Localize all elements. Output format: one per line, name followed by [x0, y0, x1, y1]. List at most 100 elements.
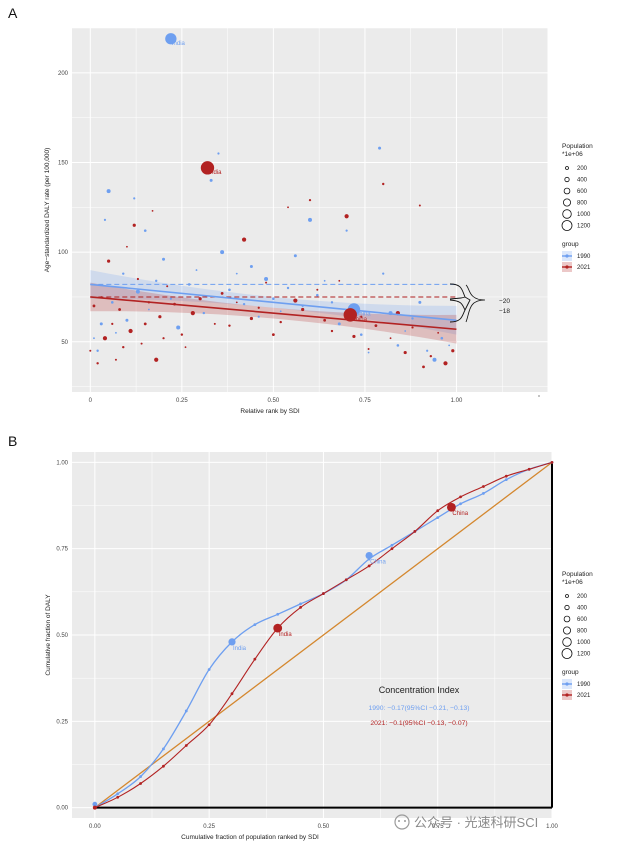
curve-point-2021 — [162, 764, 165, 768]
point-2021 — [330, 329, 334, 333]
panel-a-y-ticks: 50 100 150 200 — [58, 71, 69, 346]
origin-point-2021 — [92, 805, 97, 810]
curve-point-2021 — [116, 795, 120, 799]
watermark-text: 公众号 · 光速科研SCI — [414, 815, 538, 830]
legend-group-title: group — [562, 241, 579, 248]
legend-size-1000 — [562, 637, 572, 647]
point-2021 — [89, 349, 92, 352]
curve-point-1990 — [162, 747, 165, 751]
point-1990 — [99, 322, 103, 326]
curve-point-1990 — [139, 775, 142, 778]
point-1990 — [155, 279, 158, 283]
b-highlight-india-2021 — [273, 623, 283, 633]
point-2021 — [287, 206, 289, 209]
point-2021 — [411, 326, 414, 329]
b-label-india-1990: India — [233, 646, 247, 652]
panel-a-x-axis-title: Relative rank by SDI — [240, 408, 299, 415]
point-2021 — [316, 288, 319, 291]
curve-point-2021 — [367, 564, 371, 568]
point-2021 — [437, 331, 440, 334]
point-2021 — [389, 337, 392, 340]
point-1990 — [162, 257, 166, 261]
a-ytick-150: 150 — [58, 160, 69, 166]
point-1990 — [169, 297, 172, 300]
point-2021 — [126, 245, 128, 248]
b-xtick-075: 0.75 — [432, 824, 444, 830]
panel-b-x-axis-title: Cumulative fraction of population ranked… — [181, 834, 319, 841]
point-2021 — [143, 322, 147, 326]
curve-point-2021 — [550, 460, 554, 464]
point-1990 — [110, 301, 114, 304]
legends: Population*1e+0620040060080010001200grou… — [561, 143, 593, 700]
a-ytick-200: 200 — [58, 71, 69, 77]
curve-point-2021 — [504, 474, 508, 478]
point-1990 — [286, 286, 290, 290]
point-2021 — [279, 320, 282, 324]
curve-point-1990 — [253, 623, 257, 627]
point-2021 — [128, 328, 133, 334]
point-2021 — [136, 277, 140, 281]
point-1990 — [440, 336, 444, 340]
concentration-index-1990: 1990: −0.17(95%CI −0.21, −0.13) — [368, 705, 469, 712]
point-1990 — [202, 311, 206, 315]
b-highlight-china-2021 — [447, 502, 456, 512]
legend-size-800 — [563, 626, 572, 635]
legend-size-label: 400 — [577, 606, 588, 612]
point-2021 — [374, 324, 378, 328]
legend-size-label: 1200 — [577, 224, 591, 230]
legend-size-label: 200 — [577, 594, 588, 600]
a-xtick-100: 1.00 — [451, 398, 463, 404]
point-1990 — [378, 146, 382, 150]
legend-group-label-1990: 1990 — [577, 682, 591, 688]
point-2021 — [198, 297, 202, 301]
a-xtick-050: 0.50 — [268, 398, 280, 404]
point-2021 — [429, 354, 433, 358]
point-1990 — [242, 302, 246, 306]
point-2021 — [301, 307, 305, 312]
point-2021 — [367, 347, 370, 350]
curve-point-2021 — [184, 744, 188, 747]
legend-group-label-1990: 1990 — [577, 254, 591, 260]
point-1990 — [103, 218, 107, 221]
b-ytick-075: 0.75 — [56, 547, 68, 553]
legend-population-title: Population — [562, 143, 593, 150]
legend-size-label: 600 — [577, 189, 588, 195]
legend-size-600 — [563, 615, 571, 623]
point-1990 — [396, 344, 400, 347]
point-2021 — [271, 333, 275, 337]
point-2021 — [451, 349, 455, 353]
legend-size-200 — [565, 166, 569, 170]
a-xtick-025: 0.25 — [176, 398, 188, 404]
point-1990 — [279, 310, 282, 313]
point-1990 — [316, 293, 319, 297]
curve-point-2021 — [322, 592, 325, 595]
legend-size-1200 — [561, 220, 573, 231]
curve-point-2021 — [230, 692, 234, 696]
legend-size-label: 600 — [577, 617, 588, 623]
curve-point-2021 — [139, 782, 142, 785]
point-1990 — [418, 300, 422, 304]
point-1990 — [426, 349, 429, 352]
point-2021 — [360, 315, 363, 318]
point-2021 — [265, 281, 268, 284]
b-ytick-100: 1.00 — [56, 460, 68, 466]
point-1990 — [209, 178, 213, 182]
point-2021 — [140, 342, 143, 345]
a-xtick-0: 0 — [89, 398, 93, 404]
curve-point-1990 — [436, 516, 440, 520]
curve-point-1990 — [504, 478, 508, 482]
point-1990 — [432, 357, 437, 362]
point-1990 — [382, 272, 385, 275]
point-2021 — [111, 322, 114, 325]
legend-size-label: 800 — [577, 201, 588, 207]
point-2021 — [114, 358, 117, 361]
fit-line-1990 — [90, 283, 457, 322]
curve-point-1990 — [299, 602, 302, 606]
panel-b-letter: B — [8, 433, 17, 449]
curve-point-2021 — [390, 547, 394, 551]
point-1990 — [367, 351, 370, 354]
point-2021 — [184, 346, 187, 349]
point-2021 — [323, 318, 327, 322]
point-1990 — [323, 279, 326, 282]
